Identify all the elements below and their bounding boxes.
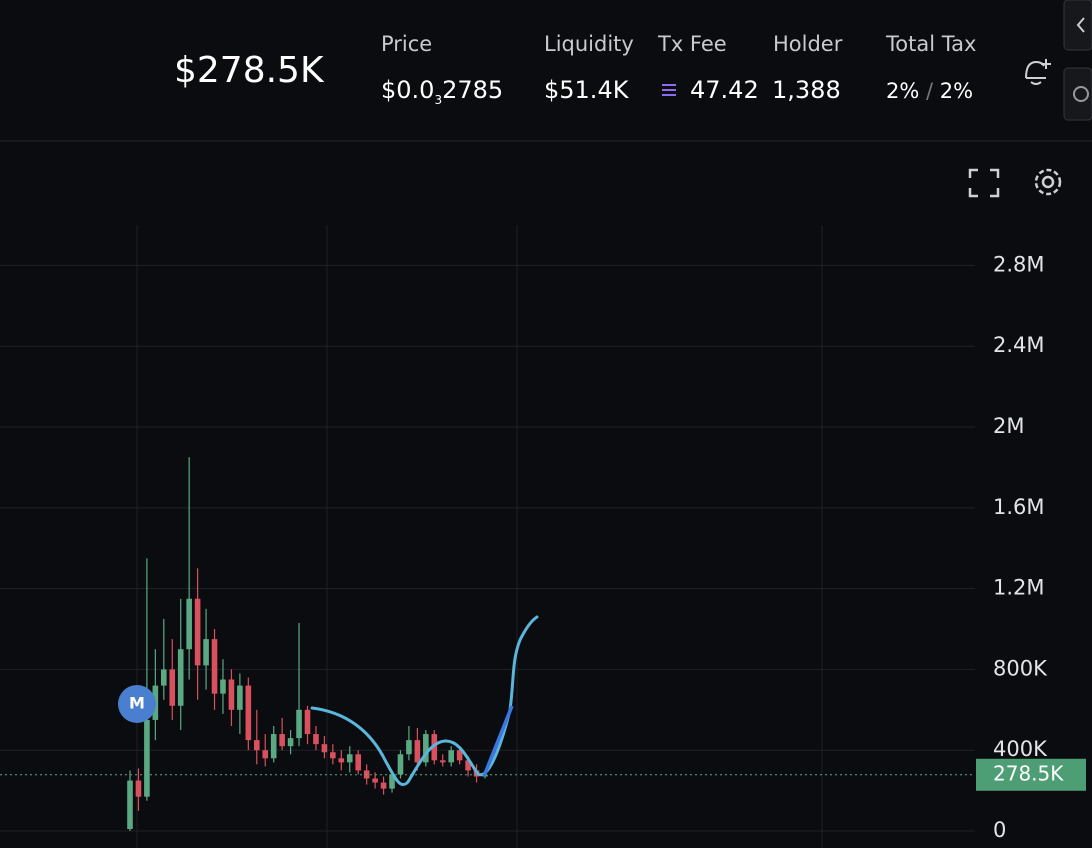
candle-body [279, 734, 285, 747]
tab-icon [1073, 86, 1089, 102]
vertical-grid [136, 225, 823, 848]
price-part: $0.0 [381, 76, 435, 104]
buy-tax: 2% [886, 79, 920, 103]
candle-body [270, 734, 277, 759]
y-tick-label: 400K [993, 737, 1048, 761]
candle-body [330, 752, 336, 759]
candle-body [321, 744, 328, 753]
tax-separator: / [926, 79, 934, 103]
y-tick-label: 2.8M [993, 252, 1045, 276]
sol-icon [662, 84, 676, 96]
candle-body [448, 750, 454, 763]
candle-body [431, 734, 438, 761]
stat-label: Total Tax [886, 32, 977, 56]
holder: 1,388 [772, 76, 841, 104]
liquidity: $51.4K [544, 76, 629, 104]
price: $0.032785 [381, 76, 503, 107]
y-tick-label: 0 [993, 818, 1006, 842]
market-cap: $278.5K [174, 50, 324, 91]
marker-label: M [129, 694, 145, 713]
candle-body [465, 760, 471, 771]
candle-body [372, 778, 378, 783]
y-tick-label: 2M [993, 414, 1024, 438]
marker [118, 685, 156, 723]
stat-label: Price [381, 32, 433, 56]
stat-label: Holder [773, 32, 843, 56]
candle-body [397, 754, 404, 775]
candle-body [346, 754, 353, 763]
tx-fee: 47.42 [690, 76, 759, 104]
candle-body [245, 685, 252, 741]
candle-body [338, 758, 345, 763]
tax: 2% / 2% [886, 79, 973, 103]
price-part: 2785 [442, 76, 504, 104]
candle-body [380, 782, 387, 789]
candle-body [194, 598, 201, 666]
chevron [1076, 17, 1085, 33]
last-price-label: 278.5K [993, 761, 1064, 785]
candle-body [253, 740, 260, 751]
y-tick-label: 800K [993, 656, 1048, 680]
candle-body [228, 679, 235, 710]
candle-body [287, 738, 294, 747]
candle-body [355, 754, 362, 771]
candle-body [135, 780, 142, 797]
candle-body [296, 709, 302, 739]
stat-label: Liquidity [544, 32, 634, 56]
sell-tax: 2% [939, 79, 974, 103]
candle-body [414, 740, 421, 763]
candle-body [186, 598, 192, 650]
price-zeros: 3 [434, 92, 443, 107]
candle-body [169, 669, 176, 706]
candle-body [456, 750, 463, 761]
candle-body [313, 734, 319, 745]
stat-label: Tx Fee [658, 32, 727, 56]
candle-body [237, 685, 243, 710]
y-tick-label: 1.2M [993, 576, 1045, 600]
candle-body [220, 679, 226, 694]
candle-body [161, 669, 167, 686]
candle-body [304, 709, 311, 735]
candle-body [423, 734, 429, 763]
candle-body [127, 780, 133, 830]
candle-body [144, 719, 150, 797]
candle-body [406, 740, 412, 755]
candle-body [203, 639, 209, 666]
settings-tab[interactable] [1063, 67, 1092, 121]
drawn-line [482, 705, 514, 777]
drawn-curve [310, 615, 539, 786]
y-tick-label: 2.4M [993, 333, 1045, 357]
candle-body [177, 649, 184, 706]
fullscreen-icon[interactable] [968, 168, 1000, 198]
candle-body [211, 639, 218, 694]
y-tick-label: 1.6M [993, 495, 1045, 519]
candle-body [389, 774, 395, 789]
last-price-badge [976, 758, 1086, 791]
bell-icon[interactable] [1025, 59, 1051, 85]
gear-icon[interactable] [1034, 168, 1062, 196]
candle-body [262, 750, 269, 759]
candle-body [439, 760, 446, 763]
